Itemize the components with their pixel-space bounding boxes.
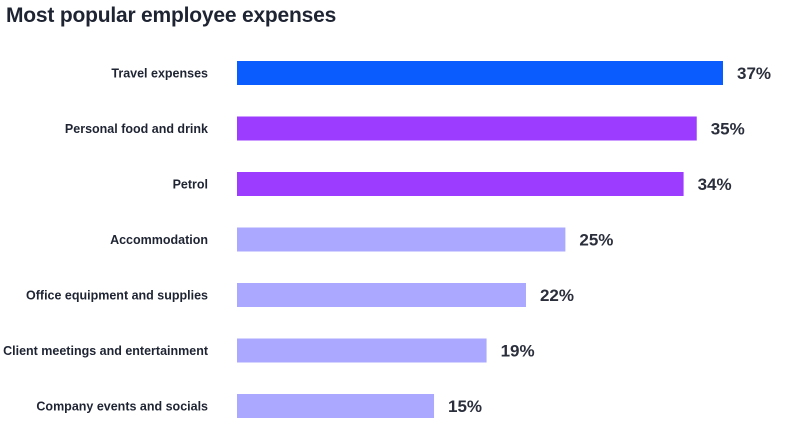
value-label: 22% [540,286,574,305]
bar [237,394,435,418]
value-label: 34% [698,175,732,194]
value-label: 15% [448,397,482,416]
category-label: Petrol [173,178,208,192]
value-label: 19% [501,342,535,361]
bar [237,172,684,196]
bar [237,338,487,363]
value-label: 35% [711,120,745,139]
chart-title: Most popular employee expenses [6,4,337,27]
category-label: Travel expenses [111,67,208,81]
bar [237,227,566,252]
category-label: Accommodation [110,233,208,247]
category-label: Company events and socials [36,400,208,414]
category-label: Office equipment and supplies [26,289,208,303]
bar [237,283,526,307]
category-label: Client meetings and entertainment [3,344,209,358]
bar [237,61,723,85]
value-label: 25% [579,231,613,250]
category-label: Personal food and drink [65,122,208,136]
bar [237,116,697,141]
value-label: 37% [737,64,771,83]
